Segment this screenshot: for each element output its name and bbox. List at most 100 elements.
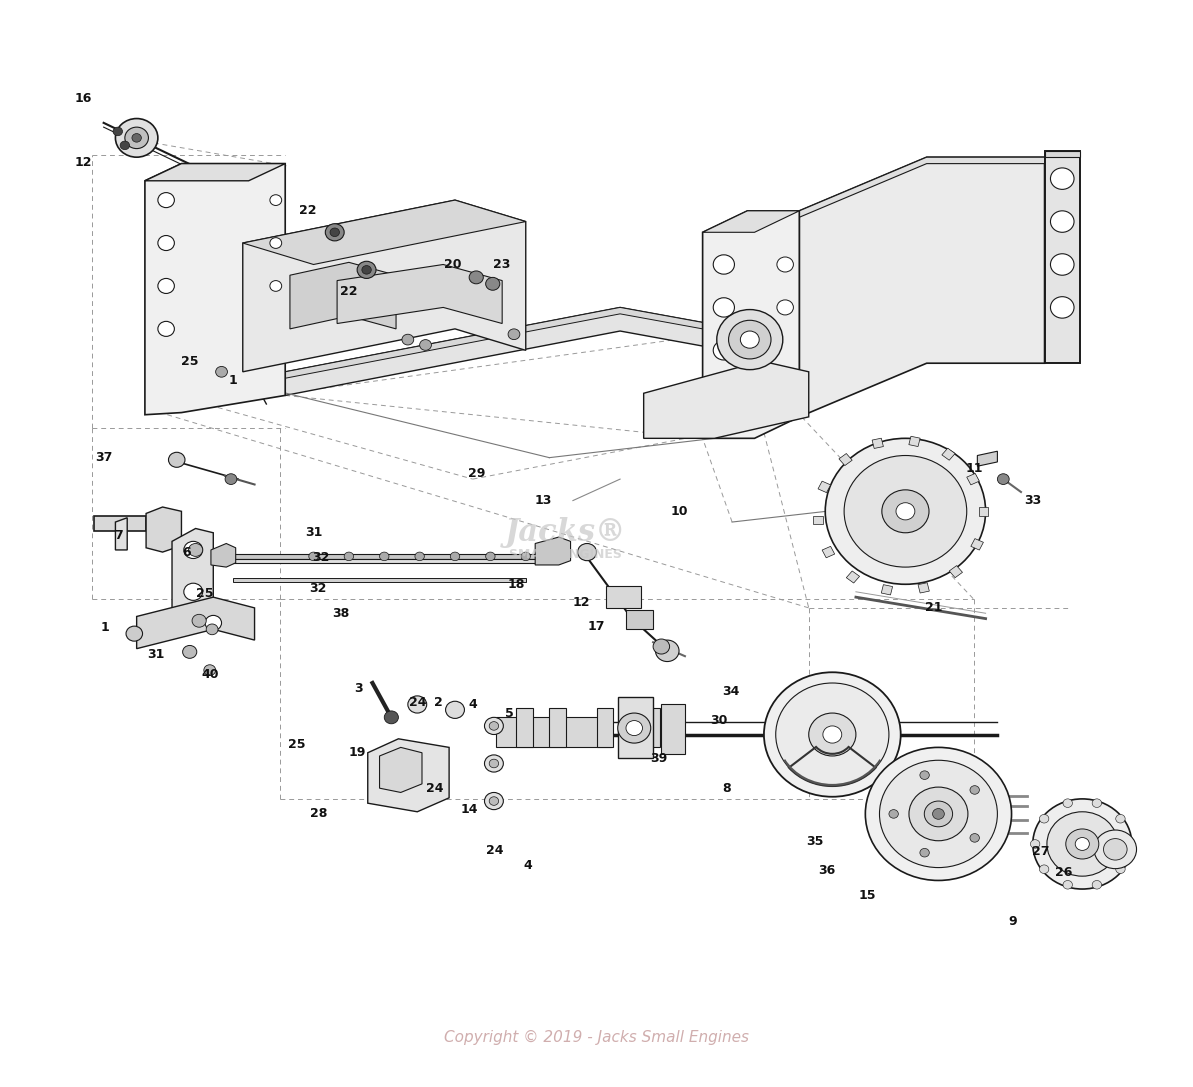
Circle shape xyxy=(713,340,735,360)
Bar xyxy=(818,482,830,492)
Polygon shape xyxy=(144,164,285,180)
Circle shape xyxy=(205,615,222,630)
Text: 39: 39 xyxy=(650,751,668,764)
Circle shape xyxy=(489,797,499,805)
Text: 16: 16 xyxy=(75,91,92,104)
Text: 11: 11 xyxy=(965,462,983,475)
Circle shape xyxy=(1104,838,1127,860)
Text: SMALL ENGINES: SMALL ENGINES xyxy=(509,548,623,561)
Polygon shape xyxy=(94,515,146,530)
Circle shape xyxy=(270,280,282,291)
Circle shape xyxy=(1065,829,1099,859)
Circle shape xyxy=(420,339,432,350)
Text: 32: 32 xyxy=(311,551,329,564)
Text: 10: 10 xyxy=(670,504,688,517)
Text: 8: 8 xyxy=(722,782,730,795)
Circle shape xyxy=(379,552,389,561)
Text: 7: 7 xyxy=(115,529,123,542)
Polygon shape xyxy=(242,200,526,372)
Text: 40: 40 xyxy=(200,667,218,680)
Text: 36: 36 xyxy=(818,864,835,877)
Circle shape xyxy=(618,713,650,744)
Text: 6: 6 xyxy=(181,546,191,559)
Circle shape xyxy=(225,474,237,485)
Bar xyxy=(814,515,823,524)
Circle shape xyxy=(909,787,968,840)
Text: 30: 30 xyxy=(711,714,728,727)
Circle shape xyxy=(157,322,174,336)
Text: 27: 27 xyxy=(1032,845,1050,858)
Text: 17: 17 xyxy=(588,620,605,633)
Polygon shape xyxy=(626,610,653,629)
Text: 9: 9 xyxy=(1008,915,1018,927)
Circle shape xyxy=(1075,837,1089,850)
Circle shape xyxy=(920,771,929,779)
Polygon shape xyxy=(285,308,738,396)
Text: 19: 19 xyxy=(348,747,366,759)
Text: 25: 25 xyxy=(181,354,198,367)
Circle shape xyxy=(415,552,425,561)
Text: 4: 4 xyxy=(469,698,477,711)
Circle shape xyxy=(896,502,915,520)
Circle shape xyxy=(1115,865,1125,874)
Circle shape xyxy=(777,257,793,272)
Bar xyxy=(941,448,956,460)
Circle shape xyxy=(469,271,483,284)
Circle shape xyxy=(882,490,929,533)
Circle shape xyxy=(933,809,945,820)
Circle shape xyxy=(920,849,929,857)
Bar xyxy=(909,436,920,447)
Circle shape xyxy=(775,683,889,786)
Circle shape xyxy=(653,639,669,654)
Circle shape xyxy=(1047,812,1118,876)
Text: 3: 3 xyxy=(354,682,363,695)
Polygon shape xyxy=(290,262,396,329)
Polygon shape xyxy=(379,748,422,792)
Circle shape xyxy=(521,552,531,561)
Circle shape xyxy=(216,366,228,377)
Circle shape xyxy=(113,127,123,136)
Circle shape xyxy=(1092,880,1101,889)
Bar xyxy=(950,565,963,577)
Polygon shape xyxy=(661,704,685,753)
Circle shape xyxy=(970,786,979,795)
Text: 29: 29 xyxy=(468,467,484,480)
Text: 22: 22 xyxy=(299,204,316,217)
Circle shape xyxy=(126,626,142,641)
Circle shape xyxy=(655,640,679,662)
Polygon shape xyxy=(338,264,502,324)
Circle shape xyxy=(116,118,157,158)
Circle shape xyxy=(192,614,206,627)
Circle shape xyxy=(729,321,771,359)
Bar xyxy=(839,453,852,465)
Text: 26: 26 xyxy=(1055,866,1073,879)
Circle shape xyxy=(484,717,503,735)
Circle shape xyxy=(206,624,218,635)
Text: 18: 18 xyxy=(508,578,525,590)
Circle shape xyxy=(1125,839,1135,848)
Polygon shape xyxy=(172,528,214,629)
Circle shape xyxy=(1051,297,1074,318)
Circle shape xyxy=(879,760,997,867)
Polygon shape xyxy=(144,164,285,415)
Circle shape xyxy=(484,792,503,810)
Circle shape xyxy=(184,541,203,559)
Circle shape xyxy=(577,544,596,561)
Text: 32: 32 xyxy=(309,582,327,595)
Circle shape xyxy=(384,711,398,724)
Text: Copyright © 2019 - Jacks Small Engines: Copyright © 2019 - Jacks Small Engines xyxy=(444,1029,749,1045)
Text: 31: 31 xyxy=(147,648,165,661)
Polygon shape xyxy=(211,544,236,567)
Circle shape xyxy=(489,759,499,767)
Circle shape xyxy=(508,329,520,339)
Text: 21: 21 xyxy=(925,601,942,614)
Bar xyxy=(966,474,979,485)
Circle shape xyxy=(713,298,735,317)
Bar xyxy=(822,547,835,558)
Circle shape xyxy=(717,310,783,370)
Polygon shape xyxy=(644,708,660,748)
Circle shape xyxy=(764,672,901,797)
Circle shape xyxy=(925,801,952,827)
Circle shape xyxy=(1094,830,1137,869)
Circle shape xyxy=(1051,211,1074,233)
